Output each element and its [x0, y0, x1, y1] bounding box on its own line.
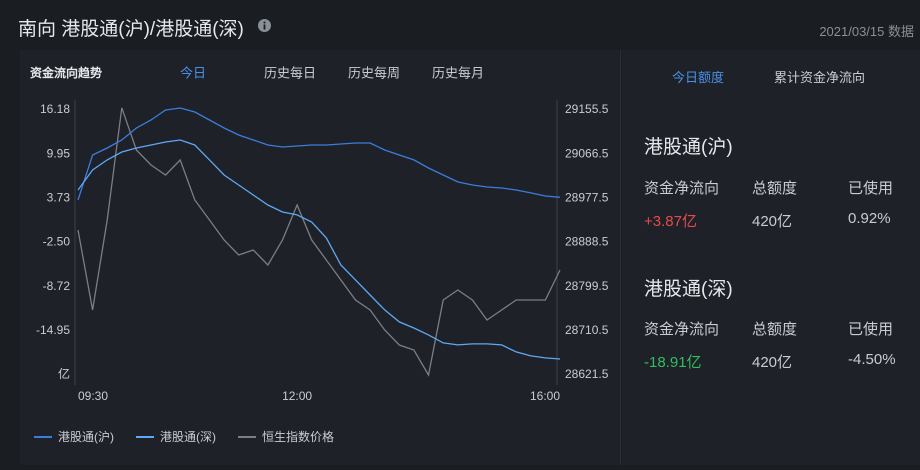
y-tick-label: -8.72 — [43, 279, 71, 293]
column-header: 资金净流向 — [644, 180, 720, 197]
quota-panel: 今日额度 累计资金净流向 港股通(沪) 资金净流向 总额度 已使用 +3.87亿… — [622, 50, 920, 465]
y2-tick-label: 29066.5 — [565, 146, 609, 160]
column-header: 总额度 — [752, 180, 798, 197]
tab[interactable]: 今日 — [180, 65, 206, 80]
chart: 资金流向趋势 今日 历史每日 历史每周 历史每月 16.18 9.95 3.73 -2… — [30, 65, 609, 444]
y-tick-label: 3.73 — [47, 191, 71, 205]
y2-tick-label: 28710.5 — [565, 323, 609, 337]
data-date: 2021/03/15 数据 — [819, 24, 914, 39]
tab[interactable]: 累计资金净流向 — [774, 70, 866, 85]
y2-tick-label: 28799.5 — [565, 279, 609, 293]
net-flow: -18.91亿 — [644, 354, 702, 371]
column-header: 已使用 — [848, 180, 894, 197]
chart-title: 资金流向趋势 — [30, 65, 102, 80]
x-tick-label: 09:30 — [78, 389, 108, 403]
y-tick-label: 9.95 — [47, 146, 71, 160]
y-tick-label: 亿 — [58, 366, 70, 381]
series-line — [77, 107, 561, 377]
legend-label: 港股通(深) — [160, 430, 216, 444]
chart-panel: 资金流向趋势 今日 历史每日 历史每周 历史每月 16.18 9.95 3.73 -2… — [20, 50, 621, 465]
x-tick-label: 16:00 — [530, 389, 560, 403]
y-tick-label: -14.95 — [36, 323, 70, 337]
series-line — [77, 107, 561, 201]
y-tick-label: 16.18 — [40, 102, 70, 116]
quota: 420亿 — [752, 354, 793, 371]
tab[interactable]: 今日额度 — [672, 70, 725, 85]
used: 0.92% — [848, 210, 891, 227]
column-header: 已使用 — [848, 321, 894, 338]
tab[interactable]: 历史每周 — [348, 65, 400, 80]
page-title: 南向 港股通(沪)/港股通(深) — [18, 19, 244, 40]
section-title: 港股通(沪) — [644, 137, 733, 158]
y2-tick-label: 28621.5 — [565, 367, 609, 381]
section-title: 港股通(深) — [644, 279, 733, 300]
y2-tick-label: 28977.5 — [565, 191, 609, 205]
column-header: 资金净流向 — [644, 321, 720, 338]
legend-label: 恒生指数价格 — [262, 429, 334, 444]
tab[interactable]: 历史每日 — [264, 65, 316, 80]
column-header: 总额度 — [752, 321, 798, 338]
y-tick-label: -2.50 — [43, 235, 71, 249]
used: -4.50% — [848, 351, 896, 368]
legend-label: 港股通(沪) — [58, 430, 114, 444]
series-line — [77, 139, 561, 360]
quota: 420亿 — [752, 213, 793, 230]
tab[interactable]: 历史每月 — [432, 65, 484, 80]
x-tick-label: 12:00 — [282, 389, 312, 403]
net-flow: +3.87亿 — [644, 213, 697, 230]
info-icon[interactable] — [258, 19, 271, 32]
y2-tick-label: 28888.5 — [565, 235, 609, 249]
y2-tick-label: 29155.5 — [565, 102, 609, 116]
